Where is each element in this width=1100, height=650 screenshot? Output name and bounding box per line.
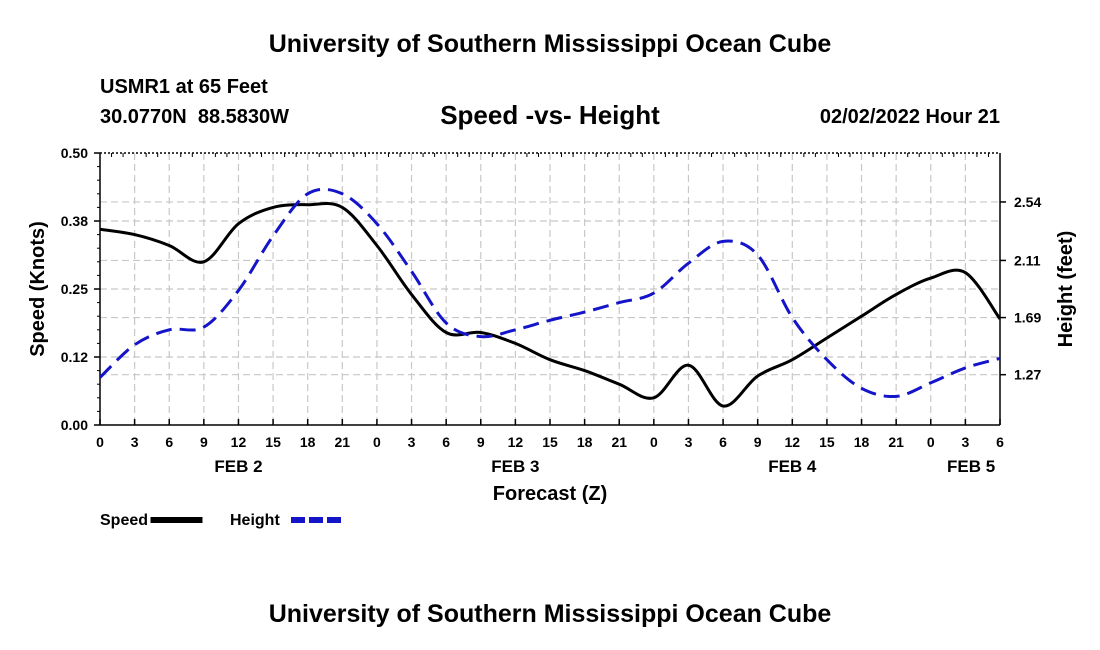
y-axis-title: Speed (Knots) bbox=[27, 221, 49, 357]
x-tick-label: 3 bbox=[685, 434, 693, 450]
x-tick-label: 0 bbox=[96, 434, 104, 450]
y-tick-label: 0.50 bbox=[61, 145, 88, 161]
series-line-height bbox=[100, 187, 1000, 399]
x-tick-label: 18 bbox=[577, 434, 593, 450]
y-tick-label: 0.00 bbox=[61, 417, 88, 433]
y-tick-label: 0.25 bbox=[61, 281, 88, 297]
x-tick-label: 0 bbox=[650, 434, 658, 450]
footer-title: University of Southern Mississippi Ocean… bbox=[268, 600, 832, 628]
legend-label-height: Height bbox=[230, 512, 280, 529]
station-label: USMR1 at 65 Feet bbox=[100, 76, 268, 98]
x-tick-label: 18 bbox=[300, 434, 316, 450]
y2-tick-label: 2.54 bbox=[1014, 194, 1041, 210]
x-tick-label: 6 bbox=[996, 434, 1004, 450]
x-tick-label: 15 bbox=[542, 434, 558, 450]
date-label: FEB 3 bbox=[491, 457, 539, 476]
x-tick-label: 21 bbox=[888, 434, 904, 450]
date-label: FEB 5 bbox=[947, 457, 995, 476]
y-tick-label: 0.38 bbox=[61, 213, 88, 229]
x-tick-label: 6 bbox=[165, 434, 173, 450]
x-tick-label: 12 bbox=[231, 434, 247, 450]
x-tick-label: 3 bbox=[131, 434, 139, 450]
x-tick-label: 15 bbox=[265, 434, 281, 450]
x-tick-label: 6 bbox=[442, 434, 450, 450]
x-tick-label: 9 bbox=[200, 434, 208, 450]
y2-axis-title: Height (feet) bbox=[1055, 231, 1077, 348]
legend-label-speed: Speed bbox=[100, 512, 148, 529]
x-tick-label: 15 bbox=[819, 434, 835, 450]
x-tick-label: 21 bbox=[611, 434, 627, 450]
x-tick-label: 3 bbox=[961, 434, 969, 450]
date-label: FEB 2 bbox=[214, 457, 262, 476]
coordinates-label: 30.0770N 88.5830W bbox=[100, 106, 290, 128]
x-tick-label: 21 bbox=[335, 434, 351, 450]
x-tick-label: 18 bbox=[854, 434, 870, 450]
y2-tick-label: 1.27 bbox=[1014, 367, 1041, 383]
x-tick-label: 12 bbox=[785, 434, 801, 450]
x-tick-label: 6 bbox=[719, 434, 727, 450]
series-line-speed bbox=[100, 202, 1000, 408]
date-label: FEB 4 bbox=[768, 457, 817, 476]
y2-tick-label: 2.11 bbox=[1014, 252, 1041, 268]
datetime-label: 02/02/2022 Hour 21 bbox=[819, 106, 1000, 128]
x-tick-label: 9 bbox=[754, 434, 762, 450]
y-tick-label: 0.12 bbox=[61, 349, 88, 365]
x-tick-label: 12 bbox=[508, 434, 524, 450]
x-tick-label: 3 bbox=[408, 434, 416, 450]
x-tick-label: 0 bbox=[927, 434, 935, 450]
y2-tick-label: 1.69 bbox=[1014, 310, 1041, 326]
x-tick-label: 0 bbox=[373, 434, 381, 450]
x-tick-label: 9 bbox=[477, 434, 485, 450]
chart-subtitle: Speed -vs- Height bbox=[440, 100, 660, 130]
chart-title: University of Southern Mississippi Ocean… bbox=[268, 30, 832, 58]
x-axis-title: Forecast (Z) bbox=[493, 483, 607, 505]
